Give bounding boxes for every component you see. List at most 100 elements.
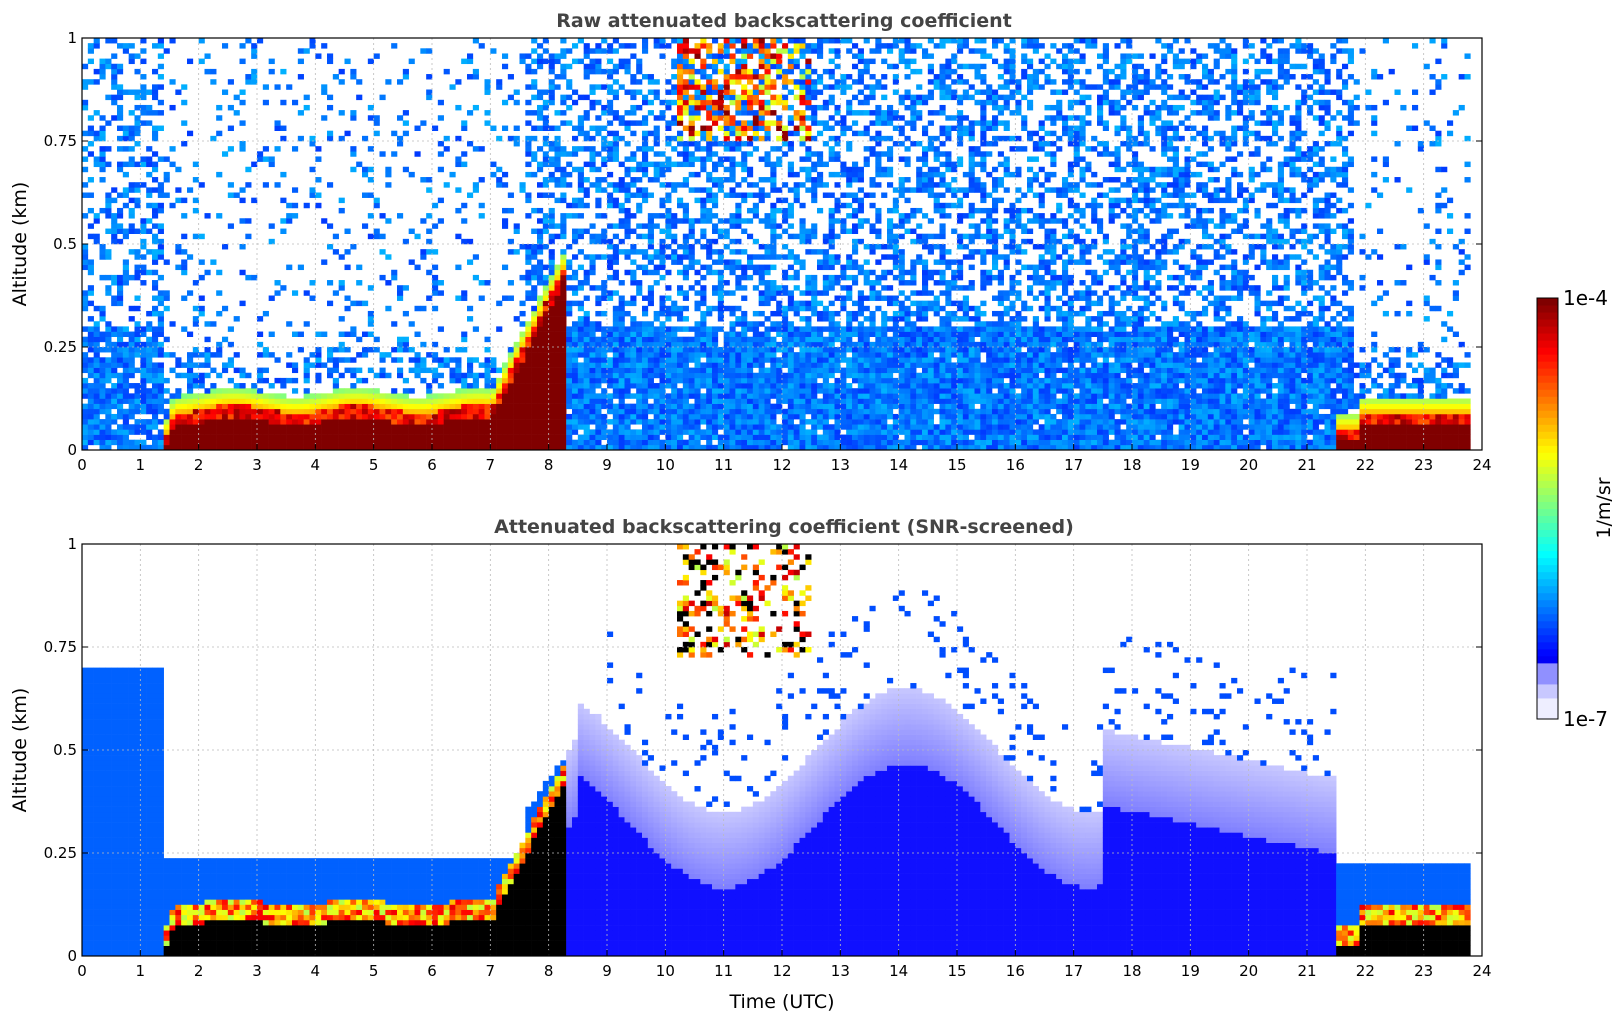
heatmap-cell (140, 383, 147, 389)
heatmap-cell (729, 166, 736, 173)
heatmap-cell (636, 367, 643, 374)
heatmap-cell (222, 398, 229, 404)
heatmap-cell (805, 43, 812, 49)
heatmap-cell (822, 290, 829, 296)
heatmap-cell (297, 331, 304, 337)
heatmap-cell (723, 38, 730, 44)
heatmap-cell (554, 295, 561, 301)
heatmap-cell (741, 125, 748, 131)
heatmap-cell (659, 238, 666, 245)
heatmap-cell (764, 413, 771, 420)
heatmap-cell (665, 352, 672, 358)
heatmap-cell (309, 424, 316, 430)
heatmap-cell (554, 156, 561, 162)
heatmap-cell (350, 367, 357, 374)
heatmap-cell (210, 321, 217, 327)
heatmap-cell (82, 166, 89, 173)
heatmap-cell (834, 336, 841, 343)
heatmap-cell (583, 254, 590, 260)
heatmap-cell (653, 151, 660, 157)
heatmap-cell (636, 187, 643, 193)
heatmap-cell (286, 377, 293, 384)
heatmap-cell (227, 223, 234, 229)
heatmap-cell (787, 321, 794, 327)
heatmap-cell (764, 151, 771, 157)
heatmap-cell (297, 434, 304, 440)
heatmap-cell (665, 89, 672, 95)
heatmap-cell (694, 393, 701, 399)
heatmap-cell (257, 429, 264, 435)
heatmap-cell (548, 84, 555, 90)
heatmap-cell (327, 429, 334, 435)
heatmap-cell (682, 362, 689, 368)
heatmap-cell (233, 413, 240, 420)
heatmap-cell (542, 321, 549, 327)
heatmap-cell (484, 398, 491, 404)
heatmap-cell (257, 398, 264, 404)
heatmap-cell (729, 99, 736, 106)
heatmap-cell (758, 388, 765, 394)
heatmap-cell (542, 244, 549, 250)
heatmap-cell (111, 357, 118, 363)
heatmap-cell (192, 444, 199, 451)
heatmap-cell (782, 316, 789, 322)
heatmap-cell (525, 321, 532, 327)
heatmap-cell (245, 429, 252, 435)
heatmap-cell (758, 290, 765, 296)
heatmap-cell (811, 439, 818, 446)
heatmap-cell (152, 336, 159, 343)
heatmap-cell (706, 388, 713, 394)
heatmap-cell (566, 326, 573, 332)
heatmap-cell (105, 331, 112, 337)
heatmap-cell (525, 388, 532, 394)
heatmap-cell (397, 115, 404, 121)
heatmap-cell (542, 424, 549, 430)
heatmap-cell (315, 408, 322, 415)
heatmap-cell (432, 429, 439, 435)
heatmap-cell (805, 290, 812, 296)
heatmap-cell (99, 444, 106, 451)
heatmap-cell (828, 135, 835, 142)
heatmap-cell (537, 377, 544, 384)
heatmap-cell (233, 403, 240, 410)
heatmap-cell (134, 419, 141, 425)
heatmap-cell (723, 336, 730, 343)
heatmap-cell (793, 300, 800, 307)
heatmap-cell (618, 326, 625, 332)
heatmap-cell (706, 94, 713, 101)
heatmap-cell (822, 357, 829, 363)
heatmap-cell (846, 228, 853, 234)
heatmap-cell (688, 341, 695, 348)
heatmap-cell (700, 295, 707, 301)
heatmap-cell (764, 316, 771, 322)
heatmap-cell (636, 439, 643, 446)
heatmap-cell (793, 254, 800, 260)
heatmap-cell (595, 347, 602, 353)
heatmap-cell (122, 264, 129, 271)
heatmap-cell (764, 99, 771, 106)
heatmap-cell (560, 444, 567, 451)
heatmap-cell (659, 305, 666, 312)
heatmap-cell (157, 63, 164, 70)
heatmap-cell (315, 352, 322, 358)
heatmap-cell (682, 444, 689, 451)
heatmap-cell (776, 115, 783, 121)
heatmap-cell (122, 341, 129, 348)
heatmap-cell (653, 89, 660, 95)
heatmap-cell (577, 424, 584, 430)
heatmap-cell (583, 43, 590, 49)
heatmap-cell (688, 377, 695, 384)
heatmap-cell (385, 254, 392, 260)
heatmap-cell (811, 300, 818, 307)
heatmap-cell (169, 104, 176, 111)
heatmap-cell (99, 68, 106, 75)
heatmap-cell (292, 424, 299, 430)
heatmap-cell (82, 341, 89, 348)
heatmap-cell (729, 408, 736, 415)
heatmap-cell (712, 120, 719, 126)
heatmap-cell (227, 408, 234, 415)
heatmap-cell (682, 48, 689, 54)
heatmap-cell (624, 341, 631, 348)
heatmap-cell (251, 408, 258, 415)
heatmap-cell (642, 254, 649, 260)
